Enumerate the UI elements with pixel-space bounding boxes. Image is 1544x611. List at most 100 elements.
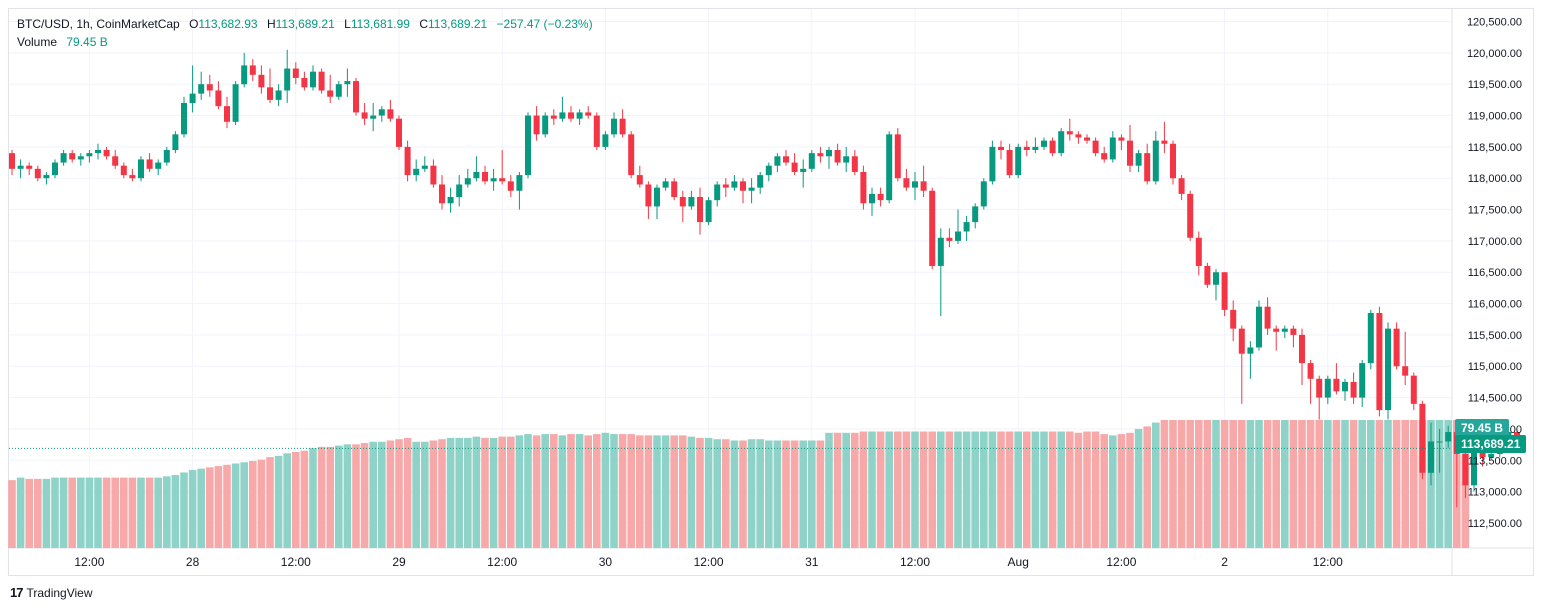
candle-body (636, 175, 643, 185)
candle-body (791, 162, 798, 172)
candle-body (421, 165, 428, 169)
volume-bar (790, 440, 799, 548)
volume-bar (730, 440, 739, 548)
volume-bar (1246, 420, 1255, 548)
close-value: 113,689.21 (428, 17, 488, 31)
volume-bar (541, 434, 549, 548)
candle-body (963, 222, 970, 232)
candle-body (602, 134, 609, 147)
candle-body (318, 71, 325, 91)
candle-body (1324, 378, 1331, 398)
volume-bar (1375, 420, 1384, 548)
volume-bar (618, 434, 627, 548)
candle-body (800, 168, 807, 172)
volume-bar (954, 431, 962, 548)
candle-body (413, 168, 420, 176)
x-tick-label: 12:00 (694, 555, 724, 569)
candle-body (1118, 137, 1125, 141)
volume-bar (378, 441, 386, 548)
candle-body (60, 153, 67, 163)
candle-body (550, 115, 557, 119)
volume-bar (223, 464, 231, 548)
candle-body (52, 162, 58, 176)
volume-bar (1418, 420, 1427, 548)
candle-body (929, 190, 936, 266)
volume-bar (25, 478, 33, 548)
volume-bar (868, 431, 876, 548)
volume-value: 79.45 B (66, 35, 108, 49)
candle-body (1195, 237, 1202, 266)
price-axis: 120,500.00 120,000.00 119,500.00 119,000.00… (1467, 17, 1522, 530)
volume-bar (120, 477, 128, 548)
volume-price-tag: 79.45 B (1455, 419, 1510, 437)
candle-body (1410, 375, 1417, 404)
candle-body (903, 178, 910, 188)
candle-body (499, 178, 506, 182)
candle-body (232, 84, 239, 122)
volume-label[interactable]: Volume (17, 35, 58, 49)
candle-body (473, 171, 480, 179)
candle-body (1290, 328, 1297, 335)
candle-body (430, 165, 437, 185)
volume-bar (713, 439, 721, 548)
y-tick-label: 119,000.00 (1468, 111, 1522, 123)
candle-body (834, 150, 841, 163)
candle-body (894, 134, 901, 179)
volume-bar (610, 434, 618, 548)
volume-bar (1281, 420, 1289, 548)
candle-body (1488, 453, 1495, 458)
volume-bar (842, 432, 850, 548)
x-tick-label: 12:00 (281, 555, 311, 569)
candle-body (1264, 306, 1271, 329)
volume-bar (876, 431, 885, 548)
x-tick-label: 29 (392, 555, 406, 569)
volume-bar (85, 477, 94, 548)
candle-body (1462, 453, 1469, 486)
volume-bar (249, 460, 257, 548)
volume-bar (421, 441, 429, 548)
candle-body (206, 84, 213, 91)
volume-bar (997, 431, 1005, 548)
candle-body (275, 90, 282, 100)
volume-bar (739, 440, 747, 548)
volume-bar (326, 446, 334, 548)
volume-bar (1031, 431, 1040, 548)
volume-bar (567, 434, 575, 548)
candle-body (301, 77, 308, 88)
volume-bar (266, 457, 274, 548)
volume-bar (601, 432, 610, 548)
volume-bar (34, 478, 42, 548)
symbol-label[interactable]: BTC/USD, 1h, CoinMarketCap (17, 17, 180, 31)
volume-bar (1358, 420, 1366, 548)
volume-bar (1212, 420, 1220, 548)
y-tick-label: 116,000.00 (1468, 299, 1522, 311)
volume-bar (455, 437, 463, 548)
x-tick-label: 2 (1221, 555, 1228, 569)
volume-bar (988, 431, 997, 548)
volume-bar (128, 477, 137, 548)
candle-body (1213, 272, 1219, 285)
volume-bar (317, 446, 326, 548)
volume-bar (77, 477, 85, 548)
open-label: O (189, 17, 199, 31)
volume-bar (395, 439, 403, 548)
candle-body (1101, 153, 1108, 160)
y-tick-label: 120,000.00 (1467, 48, 1522, 60)
volume-bar (816, 440, 825, 548)
footer-brand[interactable]: 17 TradingView (10, 585, 93, 600)
volume-bar (1367, 420, 1375, 548)
x-tick-label: 12:00 (1106, 555, 1136, 569)
candle-body (1350, 381, 1357, 398)
candle-body (765, 165, 772, 176)
candle-body (404, 146, 411, 176)
candle-body (542, 115, 549, 135)
volume-bar (928, 431, 936, 548)
volume-bar (403, 437, 412, 548)
candle-body (9, 153, 15, 169)
candle-body (112, 156, 119, 166)
candle-body (671, 181, 678, 198)
candle-body (576, 112, 583, 119)
candle-body (95, 150, 101, 154)
volume-bar (1298, 420, 1306, 548)
